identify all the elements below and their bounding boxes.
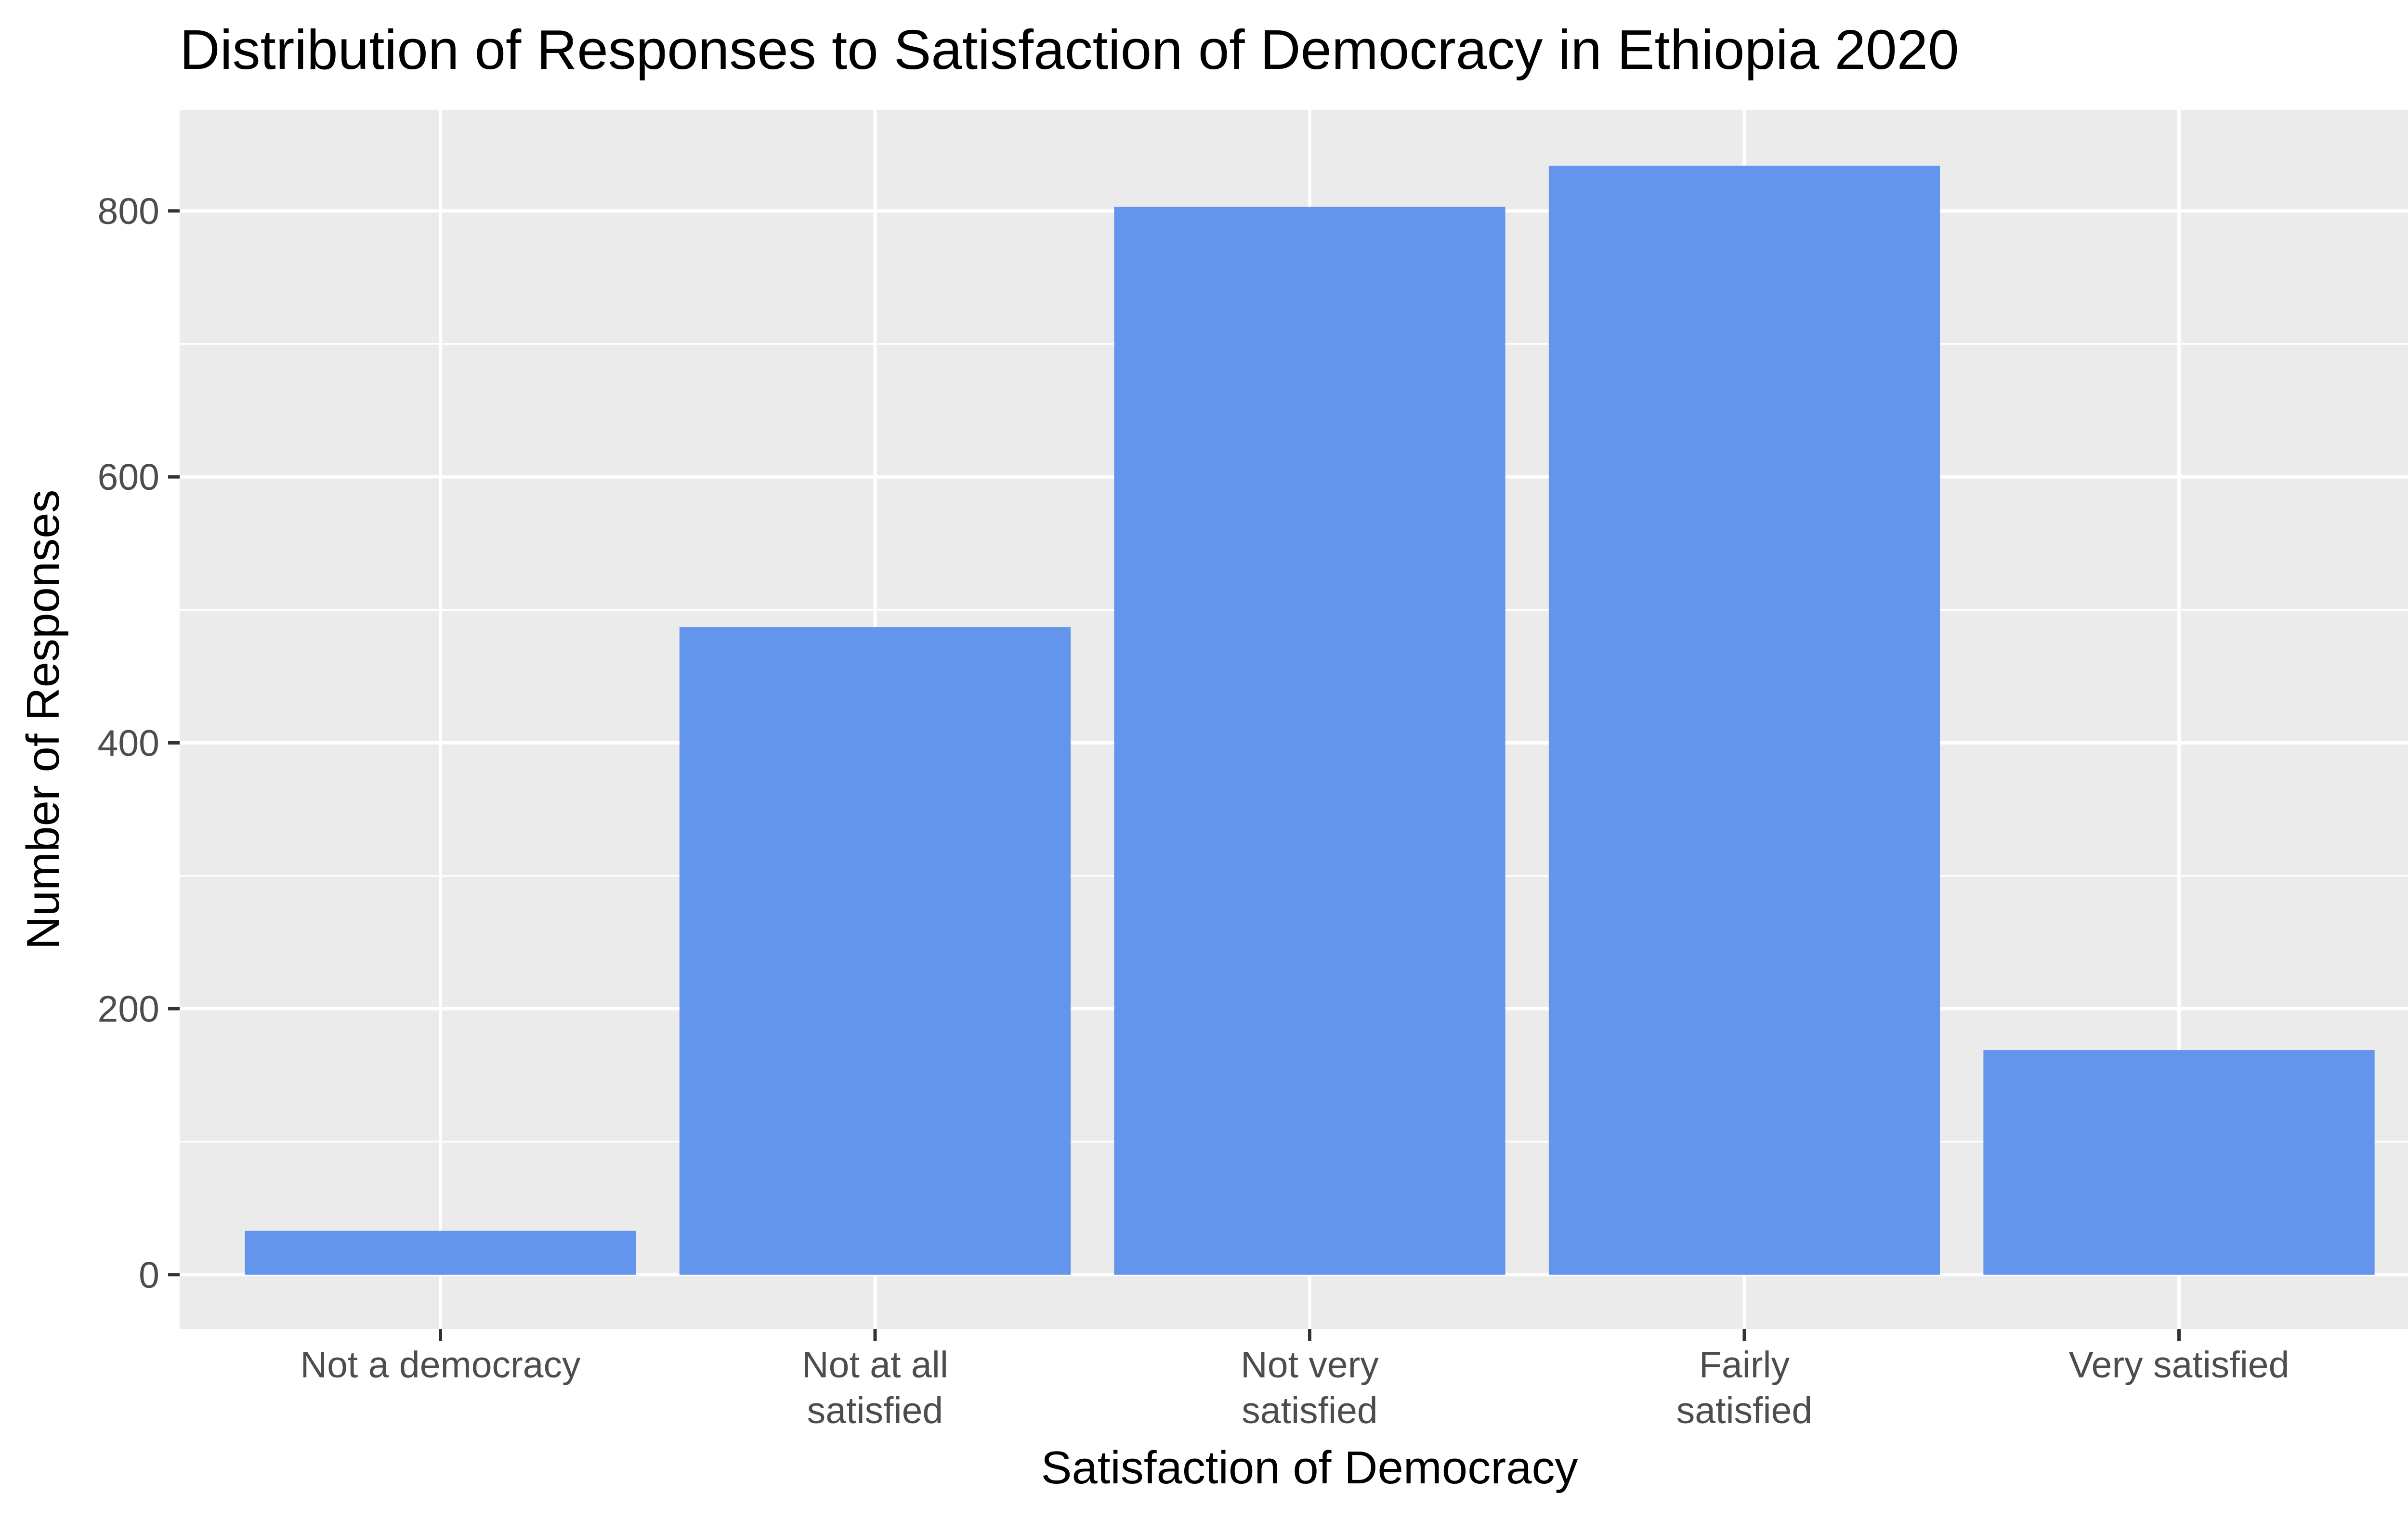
x-axis: Not a democracy Not at all satisfied Not ve… xyxy=(300,1329,2289,1431)
chart-title: Distribution of Responses to Satisfactio… xyxy=(180,18,1959,81)
y-tick-label: 0 xyxy=(139,1255,159,1296)
bar xyxy=(245,1231,636,1275)
y-axis-title: Number of Responses xyxy=(17,489,69,949)
x-tick-label: Very satisfied xyxy=(2069,1344,2290,1386)
x-tick-label: Fairly satisfied xyxy=(1676,1344,1812,1431)
bar xyxy=(1114,207,1505,1275)
x-tick-label: Not at all satisfied xyxy=(802,1344,948,1431)
bar xyxy=(679,627,1071,1275)
x-tick-label: Not a democracy xyxy=(300,1344,581,1386)
x-tick-label: Not very satisfied xyxy=(1241,1344,1379,1431)
bar xyxy=(1548,165,1940,1275)
y-tick-label: 800 xyxy=(98,191,159,232)
y-tick-label: 400 xyxy=(98,722,159,764)
bar xyxy=(1983,1050,2375,1275)
y-axis: 0 200 400 600 800 xyxy=(98,191,180,1296)
bars xyxy=(245,165,2375,1275)
y-tick-label: 200 xyxy=(98,989,159,1030)
x-axis-title: Satisfaction of Democracy xyxy=(1041,1442,1578,1493)
y-tick-label: 600 xyxy=(98,457,159,498)
